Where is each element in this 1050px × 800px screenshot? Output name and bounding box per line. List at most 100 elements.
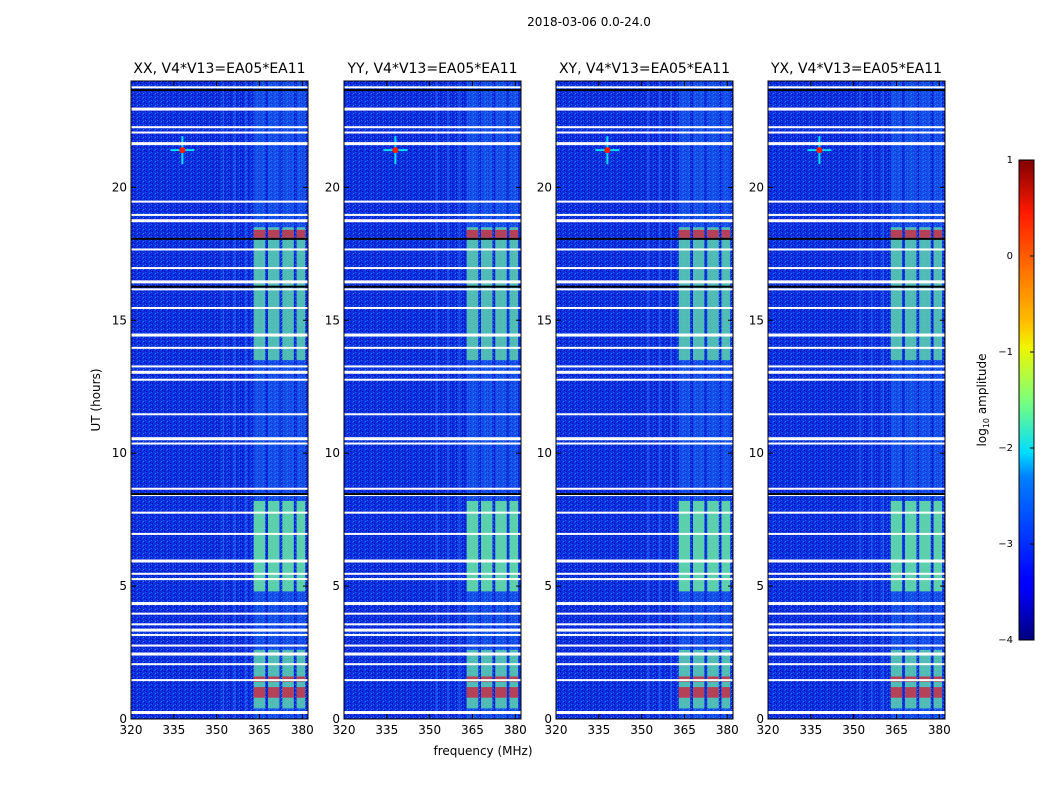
flagged-row: [131, 267, 308, 270]
flagged-row: [768, 346, 945, 349]
rfi-block: [481, 501, 493, 592]
flagged-row: [131, 280, 308, 284]
flagged-row: [556, 578, 733, 581]
flagged-row: [344, 142, 521, 146]
flagged-row: [344, 612, 521, 615]
rfi-streak: [245, 81, 248, 719]
flagged-row: [344, 346, 521, 349]
flagged-row: [556, 288, 733, 291]
rfi-streak: [222, 81, 225, 719]
rfi-streak: [859, 81, 862, 719]
flagged-row: [131, 378, 308, 381]
rfi-strong-block: [933, 229, 943, 238]
flagged-row: [556, 333, 733, 337]
dark-row: [768, 285, 945, 288]
rfi-strong-block: [890, 229, 903, 238]
x-tick-label: 320: [757, 723, 780, 737]
flagged-row: [344, 131, 521, 134]
dark-row: [556, 285, 733, 288]
rfi-strong-block: [253, 229, 266, 238]
rfi-block: [268, 227, 280, 361]
panel-title: XY, V4*V13=EA05*EA11: [559, 61, 730, 77]
flagged-row: [131, 602, 308, 606]
rfi-strong-block: [282, 687, 294, 698]
flagged-row: [768, 652, 945, 656]
flagged-row: [768, 633, 945, 636]
rfi-strong-block: [268, 229, 280, 238]
x-tick-label: 365: [885, 723, 908, 737]
rfi-strong-block: [296, 687, 306, 698]
x-tick-label: 335: [587, 723, 610, 737]
rfi-block: [693, 227, 705, 361]
flagged-row: [344, 602, 521, 606]
flagged-row: [344, 437, 521, 441]
panel-title: YX, V4*V13=EA05*EA11: [770, 61, 942, 77]
flagged-row: [556, 487, 733, 490]
rfi-block: [466, 227, 479, 361]
rfi-channel-faint: [466, 81, 479, 719]
point-source: [816, 147, 823, 154]
flagged-row: [556, 142, 733, 146]
rfi-strong-block: [481, 687, 493, 698]
flagged-row: [768, 107, 945, 111]
flagged-row: [556, 559, 733, 563]
rfi-strong-block: [268, 687, 280, 698]
rfi-strong-block: [919, 229, 931, 238]
rfi-block: [466, 501, 479, 592]
rfi-strong-block: [495, 229, 507, 238]
panel-frame: [555, 80, 734, 720]
rfi-strong-block: [693, 687, 705, 698]
flagged-row: [556, 602, 733, 606]
flagged-row: [768, 623, 945, 626]
rfi-strong-block: [253, 687, 266, 698]
flagged-row: [344, 378, 521, 381]
rfi-channel-faint: [693, 81, 705, 719]
x-tick-label: 335: [799, 723, 822, 737]
flagged-row: [344, 442, 521, 445]
rfi-streak: [670, 81, 673, 719]
flagged-row: [344, 711, 521, 715]
rfi-strong-block: [296, 229, 306, 238]
flagged-row: [768, 532, 945, 535]
figure-title: 2018-03-06 0.0-24.0: [527, 15, 651, 29]
flagged-row: [768, 131, 945, 134]
flagged-row: [556, 248, 733, 251]
rfi-strong-block: [495, 687, 507, 698]
flagged-row: [131, 213, 308, 216]
flagged-row: [344, 644, 521, 647]
flagged-row: [768, 219, 945, 223]
dark-row: [768, 493, 945, 496]
flagged-row: [344, 200, 521, 203]
dark-row: [556, 493, 733, 496]
y-tick-label: 0: [119, 712, 127, 726]
x-tick-label: 365: [461, 723, 484, 737]
flagged-row: [556, 633, 733, 636]
flagged-row: [768, 86, 945, 89]
rfi-block: [721, 501, 731, 592]
colorbar-label: log10 amplitude: [975, 354, 991, 447]
y-tick-label: 10: [749, 446, 764, 460]
x-tick-label: 350: [418, 723, 441, 737]
rfi-channel-faint: [933, 81, 943, 719]
flagged-row: [768, 487, 945, 490]
flagged-row: [131, 219, 308, 223]
colorbar-label-tail: amplitude: [975, 354, 989, 418]
flagged-row: [131, 248, 308, 251]
flagged-row: [344, 365, 521, 368]
rfi-block: [721, 227, 731, 361]
rfi-channel-faint: [721, 81, 731, 719]
rfi-streak: [870, 81, 873, 719]
dark-row: [131, 493, 308, 496]
flagged-row: [556, 623, 733, 626]
flagged-row: [344, 213, 521, 216]
flagged-row: [344, 306, 521, 309]
rfi-strong-block: [707, 229, 719, 238]
flagged-row: [131, 333, 308, 337]
flagged-row: [344, 280, 521, 284]
flagged-row: [556, 437, 733, 441]
rfi-block: [919, 501, 931, 592]
y-tick-label: 20: [537, 180, 552, 194]
flagged-row: [344, 413, 521, 416]
rfi-streak: [458, 81, 461, 719]
